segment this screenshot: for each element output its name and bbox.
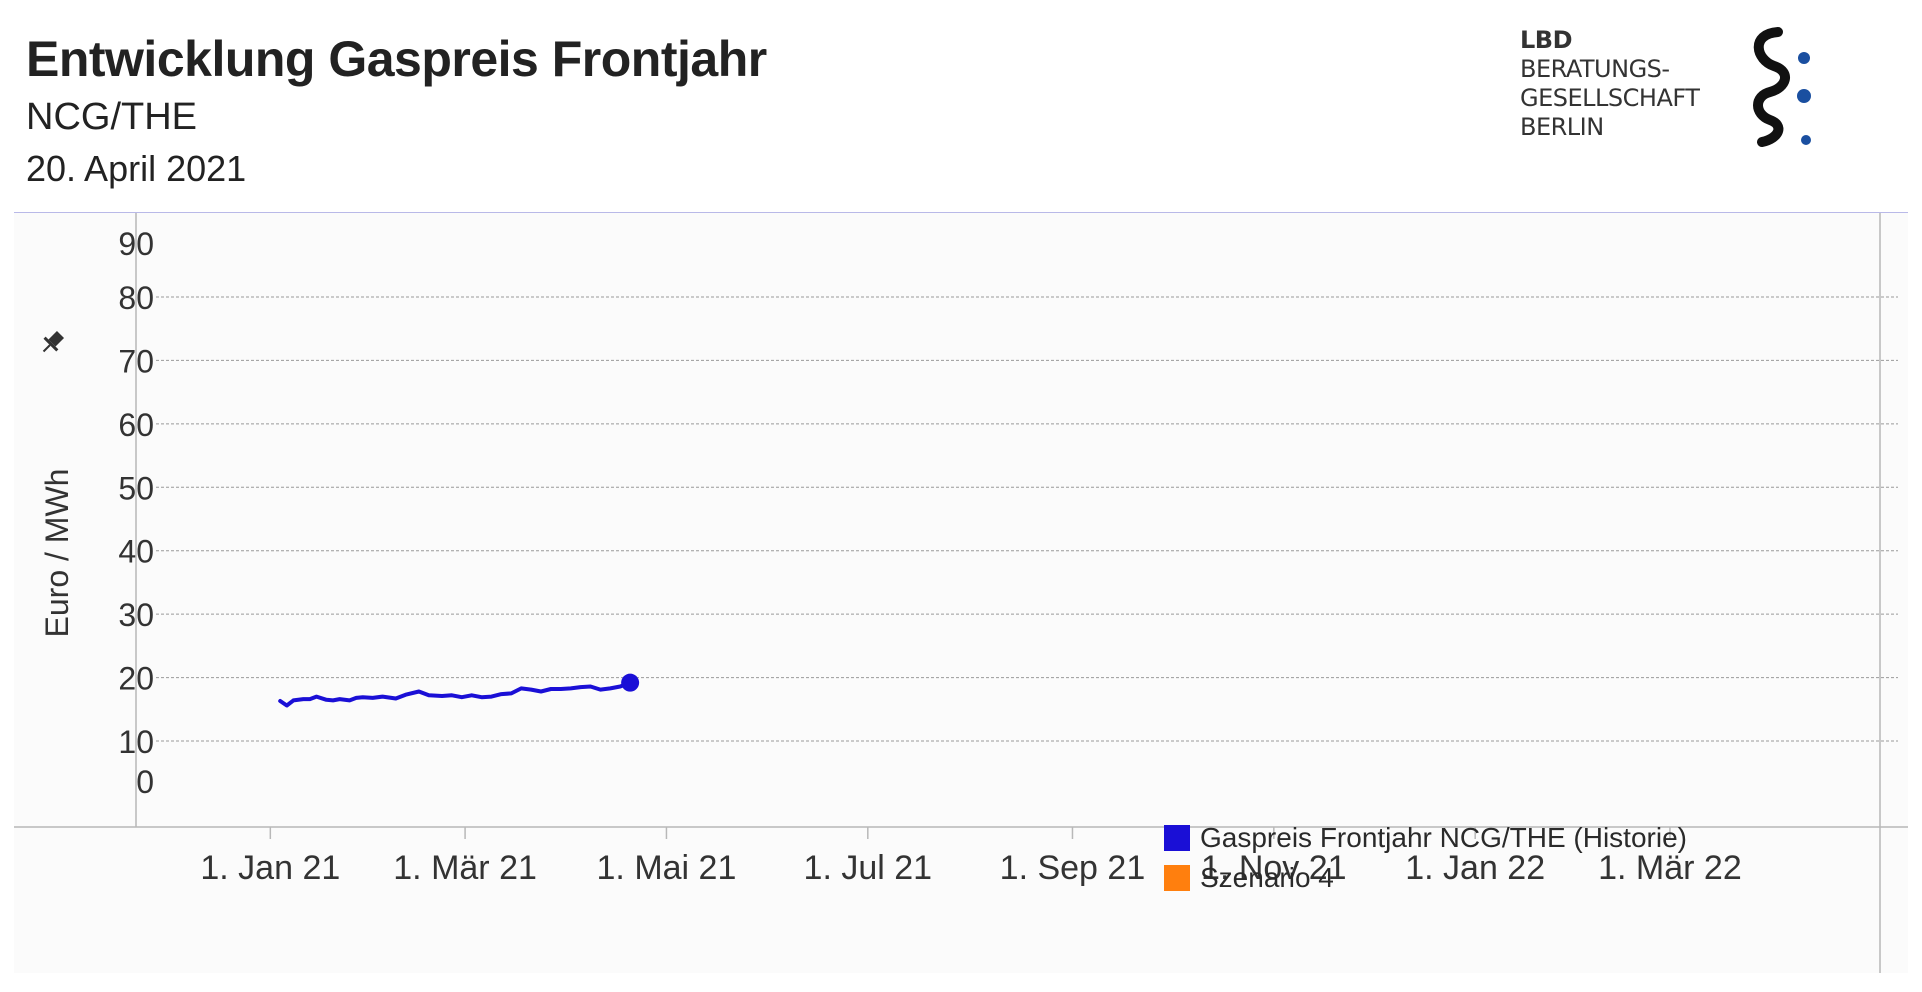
logo-text: LBD BERATUNGS- GESELLSCHAFT BERLIN (1520, 26, 1700, 142)
page-title: Entwicklung Gaspreis Frontjahr (26, 31, 767, 87)
y-tick-label-30: 30 (118, 597, 154, 633)
y-tick-label-80: 80 (118, 280, 154, 316)
y-tick-label-40: 40 (118, 534, 154, 570)
x-tick-label-7: 1. Mär 22 (1598, 849, 1742, 887)
y-axis-label-group: Euro / MWh (39, 330, 75, 638)
page-subtitle: NCG/THE (26, 96, 197, 138)
logo-squiggle (1753, 27, 1790, 147)
chart-legend: Gaspreis Frontjahr NCG/THE (Historie) Sz… (1164, 818, 1687, 898)
legend-label-history: Gaspreis Frontjahr NCG/THE (Historie) (1200, 822, 1687, 853)
y-tick-label-20: 20 (118, 661, 154, 697)
pin-icon-base (43, 336, 59, 352)
logo-line-3: GESELLSCHAFT (1520, 84, 1700, 112)
y-tick-label-70: 70 (118, 343, 154, 379)
x-tick-label-4: 1. Sep 21 (1000, 849, 1146, 887)
logo-line-2: BERATUNGS- (1520, 55, 1670, 83)
series-line-0 (278, 680, 633, 708)
x-tick-label-6: 1. Jan 22 (1405, 849, 1545, 887)
logo-line-1: LBD (1520, 26, 1573, 54)
y-axis-label: Euro / MWh (39, 469, 75, 638)
x-tick-label-2: 1. Mai 21 (597, 849, 737, 887)
logo-dot (1801, 135, 1811, 145)
pin-icon (42, 330, 65, 353)
pin-icon-needle (42, 344, 51, 353)
y-tick-label-60: 60 (118, 407, 154, 443)
y-tick-label-10: 10 (118, 724, 154, 760)
legend-item-scenario[interactable]: Szenario 4 (1164, 858, 1687, 898)
y-tick-label-50: 50 (118, 470, 154, 506)
legend-label-scenario: Szenario 4 (1200, 862, 1334, 893)
x-tick-label-0: 1. Jan 21 (200, 849, 340, 887)
logo-mark-icon (1753, 27, 1811, 147)
logo-line-4: BERLIN (1520, 113, 1604, 141)
legend-swatch-history (1164, 825, 1190, 851)
x-tick-label-1: 1. Mär 21 (393, 849, 537, 887)
legend-item-history[interactable]: Gaspreis Frontjahr NCG/THE (Historie) (1164, 818, 1687, 858)
y-tick-labels: 0 10 20 30 40 50 60 70 80 90 (118, 226, 154, 800)
company-logo: LBD BERATUNGS- GESELLSCHAFT BERLIN (1520, 26, 1820, 151)
x-tick-label-5: 1. Nov 21 (1201, 849, 1347, 887)
series-end-marker-0 (621, 673, 640, 692)
x-tick-label-3: 1. Jul 21 (804, 849, 933, 887)
pin-icon-head (48, 330, 65, 347)
grid-layer (156, 296, 1898, 742)
y-tick-label-0: 0 (136, 764, 154, 800)
logo-dot (1797, 89, 1811, 103)
x-tick-labels: 1. Jan 21 1. Mär 21 1. Mai 21 1. Jul 21 1. S… (200, 849, 1741, 887)
report-date: 20. April 2021 (26, 148, 247, 189)
series-layer (278, 673, 640, 708)
chart-area: 0 10 20 30 40 50 60 70 80 90 1. Jan 21 1. Mär 21 1.… (14, 212, 1908, 973)
logo-dot (1798, 52, 1810, 64)
axis-layer (14, 213, 1908, 973)
y-tick-label-90: 90 (118, 226, 154, 262)
legend-swatch-scenario (1164, 865, 1190, 891)
